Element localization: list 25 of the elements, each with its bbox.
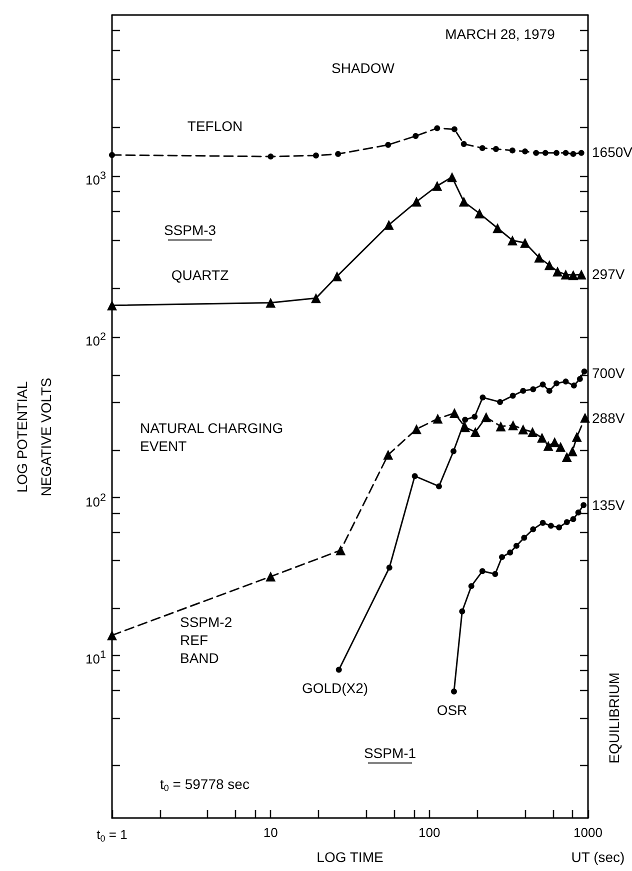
text: 288V	[592, 410, 626, 426]
annotation: TEFLON	[187, 118, 243, 134]
annotation: SSPM-1	[364, 745, 416, 761]
annotation: QUARTZ	[171, 267, 230, 283]
annotation: SHADOW	[332, 60, 396, 76]
text: UT (sec)	[571, 849, 625, 865]
text: 135V	[592, 497, 626, 513]
annotation: MARCH 28, 1979	[445, 26, 556, 42]
annotation: SSPM-2 REF BAND	[180, 614, 232, 666]
y-tick-label: 10$^{3}$	[86, 168, 106, 188]
y-axis-title: LOG POTENTIAL NEGATIVE VOLTS	[14, 378, 54, 496]
y-tick-label: 10$^{1}$	[86, 648, 106, 667]
x-tick-label: 10	[263, 825, 278, 840]
x-tick-label: 100	[418, 825, 440, 840]
text: 297V	[592, 266, 626, 282]
annotation: SSPM-3	[164, 222, 216, 238]
annotation: NATURAL CHARGING EVENT	[140, 420, 284, 454]
x-axis-title: LOG TIME	[316, 849, 384, 865]
annotation: OSR	[436, 702, 468, 718]
text: 700V	[592, 365, 626, 381]
y-tick-label: 10$^{2}$	[86, 330, 106, 348]
text: EQUILIBRIUM	[606, 672, 622, 764]
annotation: GOLD(X2)	[302, 680, 368, 696]
x-tick-label: 1000	[574, 825, 602, 840]
y-tick-label: 10$^{2}$	[86, 490, 106, 509]
